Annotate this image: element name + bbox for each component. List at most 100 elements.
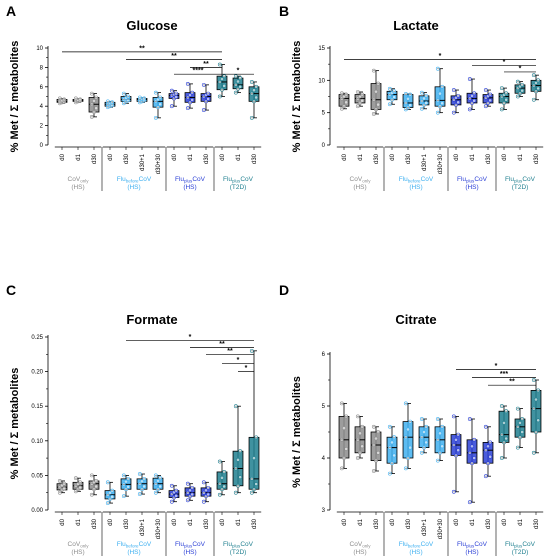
panel-title: Lactate xyxy=(393,18,439,33)
group-label-base: Flu xyxy=(505,541,514,548)
group-label-sub: only xyxy=(362,544,371,549)
sample-point xyxy=(483,104,488,109)
group-cohort: (T2D) xyxy=(512,549,529,556)
box-5 xyxy=(120,91,132,106)
x-tick-label: d30 xyxy=(486,153,492,164)
sample-point xyxy=(78,485,83,490)
panel-title: Citrate xyxy=(395,312,436,327)
sample-point xyxy=(435,66,440,71)
x-tick-label: d30 xyxy=(534,518,540,529)
sample-point xyxy=(201,82,206,87)
sample-point xyxy=(142,96,147,101)
x-tick-label: d0 xyxy=(60,518,66,525)
box-5 xyxy=(120,473,132,499)
significance-label: * xyxy=(237,68,240,75)
box-8 xyxy=(450,88,462,115)
sample-point xyxy=(355,437,360,442)
group-label-base: Flu xyxy=(505,176,514,183)
sample-point xyxy=(454,103,458,107)
sample-point xyxy=(371,97,376,102)
group-label: FlubeforeCoV xyxy=(117,541,152,549)
group-cohort: (HS) xyxy=(465,184,478,191)
sample-point xyxy=(371,469,376,473)
group-label-tail: CoV xyxy=(192,176,205,183)
group-label: FluplusCoV xyxy=(223,541,254,549)
sample-point xyxy=(217,62,222,67)
box-8 xyxy=(450,414,462,494)
x-tick-label: d30 xyxy=(374,518,380,529)
box-3 xyxy=(370,424,382,473)
x-tick-label: d0 xyxy=(502,153,508,160)
sample-point xyxy=(238,76,243,80)
box-12 xyxy=(514,79,526,99)
x-tick-label: d30 xyxy=(486,518,492,529)
sample-point xyxy=(499,456,504,460)
sample-point xyxy=(158,102,163,107)
sample-point xyxy=(504,97,509,102)
sample-point xyxy=(344,92,349,97)
sample-point xyxy=(406,456,410,460)
sample-point xyxy=(252,456,256,461)
sample-point xyxy=(156,479,160,483)
y-tick-label: 8 xyxy=(40,65,44,71)
significance-bar: * xyxy=(456,363,536,370)
x-tick-label: d1 xyxy=(470,153,476,160)
group-label-sub: plus xyxy=(466,544,475,549)
group-cohort: (T2D) xyxy=(230,184,247,191)
sample-point xyxy=(233,466,238,471)
sample-point xyxy=(438,431,442,436)
x-tick-label: d30 xyxy=(534,153,540,164)
sample-point xyxy=(220,87,224,92)
x-tick-label: d0 xyxy=(220,518,226,525)
sample-point xyxy=(435,98,440,103)
sample-point xyxy=(124,487,128,492)
sample-point xyxy=(387,86,392,91)
significance-label: ** xyxy=(139,45,145,52)
significance-bar: * xyxy=(126,334,254,341)
x-tick-label: d1 xyxy=(188,153,194,160)
group-cohort: (HS) xyxy=(409,184,422,191)
sample-point xyxy=(408,419,413,424)
x-tick-label: d1 xyxy=(188,518,194,525)
box-1 xyxy=(56,479,68,495)
group-label-tail: CoV xyxy=(522,541,535,548)
sample-point xyxy=(358,450,362,455)
sample-point xyxy=(121,494,126,499)
sample-point xyxy=(515,79,520,84)
sample-point xyxy=(440,84,445,89)
sample-point xyxy=(355,90,360,94)
group-cohort: (HS) xyxy=(71,184,84,191)
group-label-base: Flu xyxy=(223,541,232,548)
significance-label: **** xyxy=(193,68,204,75)
group-cohort: (HS) xyxy=(127,549,140,556)
sample-point xyxy=(185,481,190,486)
y-tick-label: 10 xyxy=(318,78,325,84)
sample-point xyxy=(403,401,408,406)
sample-point xyxy=(419,90,424,95)
box-2 xyxy=(354,414,366,460)
sample-point xyxy=(406,427,410,432)
sample-point xyxy=(62,97,67,102)
sample-point xyxy=(254,435,259,440)
sample-point xyxy=(483,448,488,453)
y-tick-label: 0.20 xyxy=(31,370,43,376)
box-2 xyxy=(72,96,84,105)
significance-bar: ** xyxy=(126,53,222,60)
y-axis-label: % Met / Σ metabolites xyxy=(291,376,303,488)
sample-point xyxy=(374,458,378,463)
sample-point xyxy=(169,499,174,504)
box-3 xyxy=(88,473,100,497)
box-7 xyxy=(152,90,164,120)
sample-point xyxy=(190,97,195,102)
sample-point xyxy=(233,404,238,409)
sample-point xyxy=(360,98,365,103)
sample-point xyxy=(238,84,243,89)
sample-point xyxy=(121,473,126,478)
significance-bar: * xyxy=(222,68,254,75)
group-label-tail: CoV xyxy=(421,176,434,183)
sample-point xyxy=(419,417,424,421)
x-tick-label: d1 xyxy=(236,153,242,160)
sample-point xyxy=(531,97,536,102)
sample-point xyxy=(424,93,429,98)
